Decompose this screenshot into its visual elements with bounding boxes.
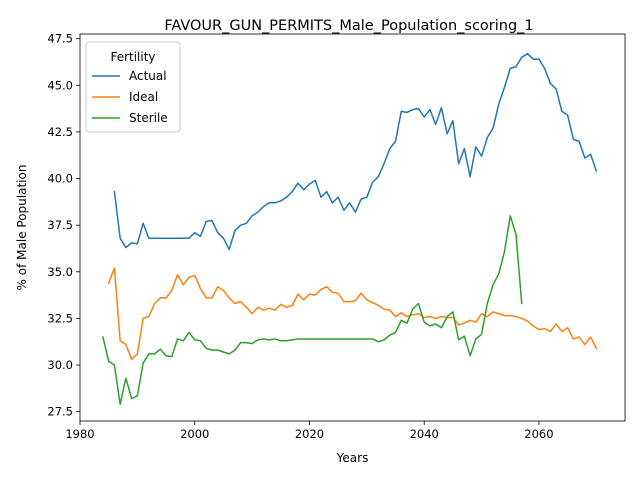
series-line-ideal	[107, 267, 598, 361]
legend-label-ideal: Ideal	[129, 90, 158, 104]
y-tick-label: 42.5	[47, 125, 73, 139]
x-tick-label: 2040	[410, 427, 439, 441]
x-tick-label: 2020	[295, 427, 324, 441]
legend: Fertility Actual Ideal Sterile	[85, 41, 181, 133]
x-tick-label: 2000	[180, 427, 209, 441]
series-lines	[102, 52, 598, 405]
y-tick-label: 37.5	[47, 218, 73, 232]
x-axis-label: Years	[336, 451, 369, 465]
x-tick-label: 1980	[65, 427, 94, 441]
legend-label-sterile: Sterile	[129, 111, 168, 125]
y-tick-label: 35.0	[47, 265, 73, 279]
legend-label-actual: Actual	[129, 69, 167, 83]
y-axis-label: % of Male Population	[15, 165, 29, 291]
series-line-sterile	[102, 215, 523, 405]
y-tick-label: 45.0	[47, 78, 73, 92]
series-line-actual	[113, 52, 598, 251]
legend-box	[85, 41, 181, 133]
x-tick-label: 2060	[524, 427, 553, 441]
y-tick-label: 27.5	[47, 405, 73, 419]
y-tick-label: 47.5	[47, 32, 73, 46]
legend-title: Fertility	[110, 50, 155, 64]
x-axis-ticks: 1980 2000 2020 2040 2060	[65, 421, 554, 441]
chart-title: FAVOUR_GUN_PERMITS_Male_Population_scori…	[164, 18, 533, 34]
plot-frame	[79, 33, 626, 422]
y-axis-ticks: 27.5 30.0 32.5 35.0 37.5 40.0 42.5 45.0 47.5	[47, 32, 80, 419]
y-tick-label: 32.5	[47, 311, 73, 325]
y-tick-label: 30.0	[47, 358, 73, 372]
y-tick-label: 40.0	[47, 172, 73, 186]
